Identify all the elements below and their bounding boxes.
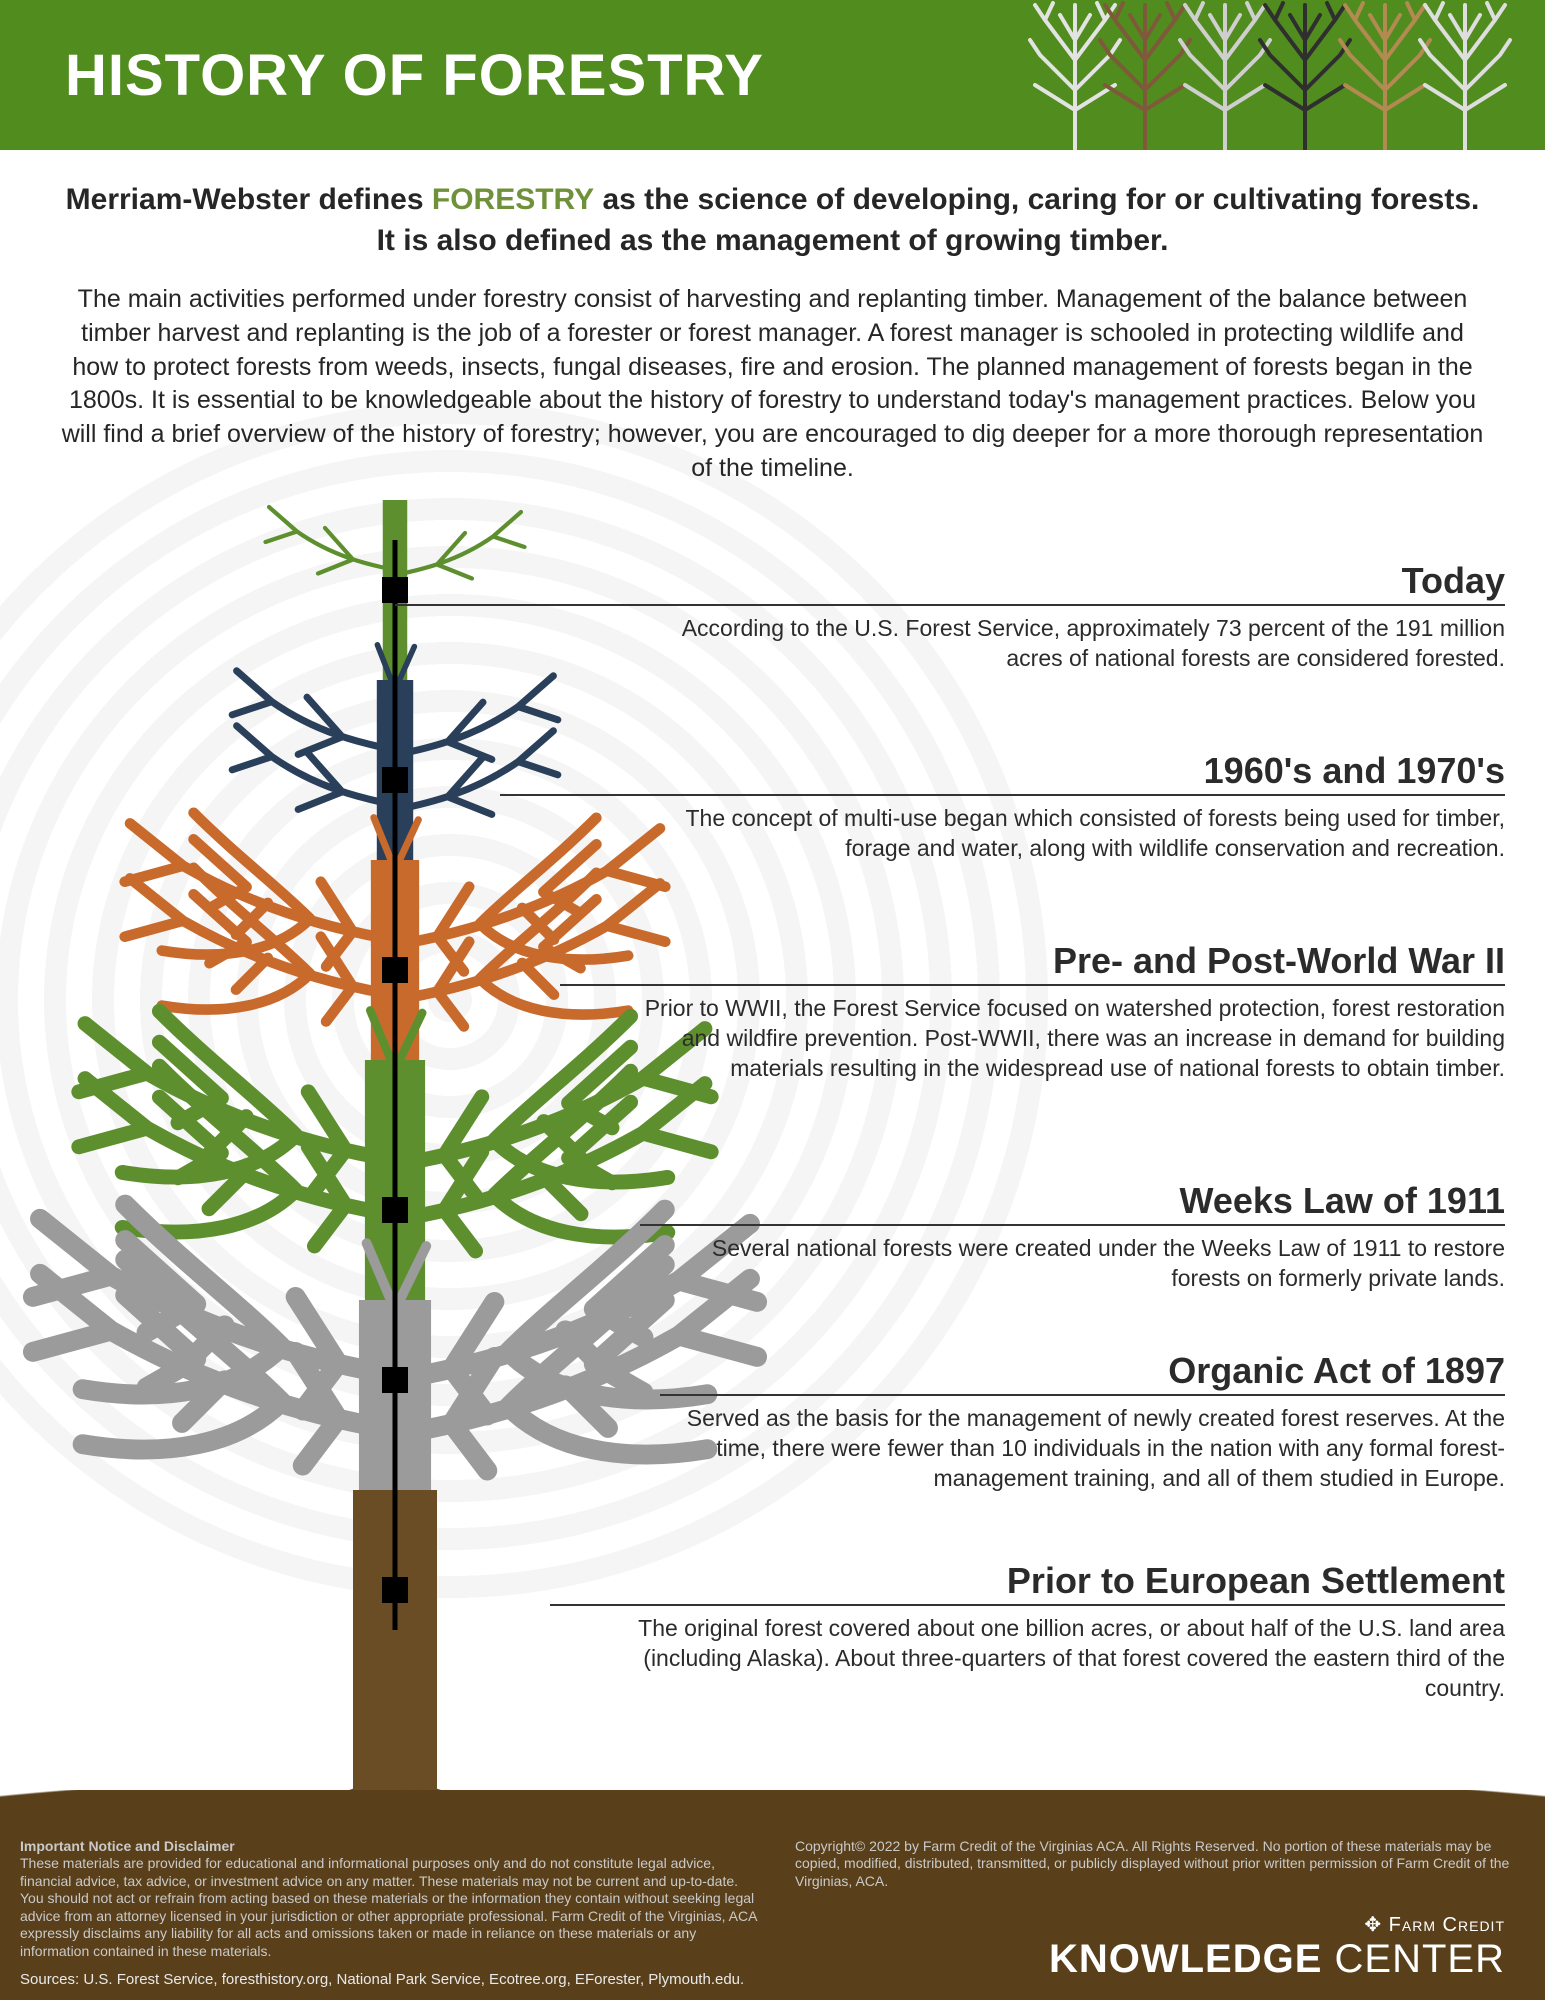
brand-line-1: Farm Credit — [1049, 1912, 1505, 1937]
timeline-item-body: Served as the basis for the management o… — [660, 1404, 1505, 1494]
timeline-item: Weeks Law of 1911 Several national forest… — [640, 1180, 1505, 1294]
timeline-graphic: Today According to the U.S. Forest Servic… — [0, 500, 1545, 2000]
header-tree-decor — [1025, 0, 1545, 150]
disclaimer-body: These materials are provided for educati… — [20, 1855, 757, 1959]
timeline-item: Pre- and Post-World War II Prior to WWII,… — [560, 940, 1505, 1084]
disclaimer-block: Important Notice and Disclaimer These ma… — [20, 1838, 760, 1961]
timeline-item-title: Today — [395, 560, 1505, 606]
copyright-line: Copyright© 2022 by Farm Credit of the Vi… — [795, 1838, 1515, 1891]
brand-line-2: KNOWLEDGE CENTER — [1049, 1937, 1505, 1982]
timeline-item-body: Prior to WWII, the Forest Service focuse… — [625, 994, 1505, 1084]
brand-word-knowledge: KNOWLEDGE — [1049, 1937, 1322, 1981]
brand-lockup: Farm Credit KNOWLEDGE CENTER — [1049, 1912, 1505, 1982]
timeline-item-body: According to the U.S. Forest Service, ap… — [625, 614, 1505, 674]
timeline-item-title: 1960's and 1970's — [500, 750, 1505, 796]
timeline-item-title: Pre- and Post-World War II — [560, 940, 1505, 986]
timeline-item-body: The original forest covered about one bi… — [625, 1614, 1505, 1704]
timeline-item-body: The concept of multi-use began which con… — [625, 804, 1505, 864]
timeline-entries: Today According to the U.S. Forest Servic… — [0, 500, 1505, 2000]
timeline-item-title: Weeks Law of 1911 — [640, 1180, 1505, 1226]
timeline-item: 1960's and 1970's The concept of multi-us… — [500, 750, 1505, 864]
forestry-word: FORESTRY — [432, 183, 594, 216]
timeline-item-title: Prior to European Settlement — [550, 1560, 1505, 1606]
definition-line: Merriam-Webster defines FORESTRY as the … — [55, 180, 1490, 261]
sources-line: Sources: U.S. Forest Service, foresthist… — [20, 1971, 744, 1988]
header-bar: HISTORY OF FORESTRY — [0, 0, 1545, 150]
def-pre: Merriam-Webster defines — [66, 183, 432, 216]
disclaimer-title: Important Notice and Disclaimer — [20, 1838, 235, 1854]
brand-word-center: CENTER — [1322, 1937, 1505, 1981]
timeline-item: Today According to the U.S. Forest Servic… — [395, 560, 1505, 674]
timeline-item-body: Several national forests were created un… — [640, 1234, 1505, 1294]
timeline-item: Prior to European Settlement The original… — [550, 1560, 1505, 1704]
page-title: HISTORY OF FORESTRY — [65, 42, 764, 109]
timeline-item: Organic Act of 1897 Served as the basis f… — [660, 1350, 1505, 1494]
timeline-item-title: Organic Act of 1897 — [660, 1350, 1505, 1396]
